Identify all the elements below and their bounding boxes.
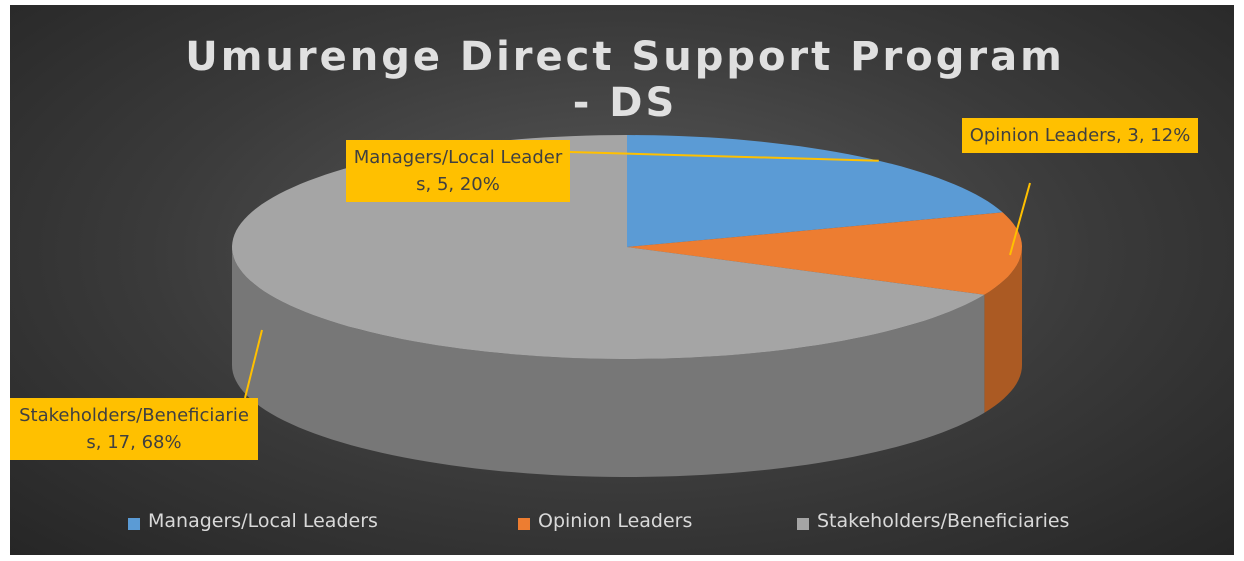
data-label: Stakeholders/Beneficiaries, 17, 68% (10, 398, 258, 460)
slice (627, 212, 1022, 295)
slice-side (984, 247, 1022, 413)
legend-label: Managers/Local Leaders (148, 510, 378, 532)
legend-swatch (518, 518, 530, 530)
slice-side (232, 247, 985, 477)
legend-swatch (797, 518, 809, 530)
leader-line (1009, 182, 1031, 256)
legend-label: Opinion Leaders (538, 510, 693, 532)
leader-line (244, 329, 263, 399)
data-label: Managers/Local Leaders, 5, 20% (346, 140, 570, 202)
data-label: Opinion Leaders, 3, 12% (962, 118, 1198, 153)
leader-line (569, 151, 879, 162)
chart-title: Umurenge Direct Support Program - DS (185, 34, 1065, 126)
slice (627, 135, 1003, 247)
legend-label: Stakeholders/Beneficiaries (817, 510, 1070, 532)
legend-swatch (128, 518, 140, 530)
